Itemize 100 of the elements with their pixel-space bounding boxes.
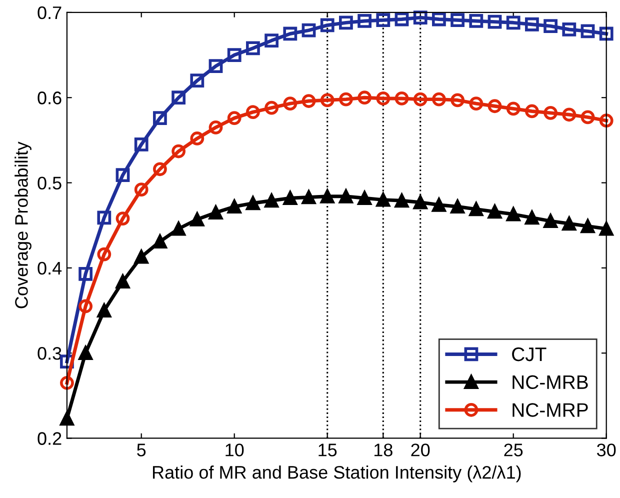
y-tick-label: 0.7 [38,6,62,20]
y-tick-label: 0.4 [38,262,62,275]
point [394,12,409,26]
point [525,104,539,118]
x-tick-label: 25 [504,444,523,456]
x-axis-title: Ratio of MR and Base Station Intensity (λ2/λ1) [152,465,521,482]
point [506,16,520,30]
point [506,102,520,116]
point [227,200,242,214]
point [134,250,148,264]
point [97,210,112,225]
point [525,210,539,225]
point [469,14,484,28]
point [60,376,74,390]
point [227,48,242,62]
point [264,194,279,208]
point [358,14,372,28]
point [599,222,614,236]
point [488,14,502,29]
legend-label: NC-MRB [512,375,588,390]
point [134,138,148,152]
point [376,192,390,207]
point [208,206,223,220]
point [227,111,242,125]
y-tick-label: 0.3 [38,347,62,360]
point [283,96,298,111]
y-axis-title: Coverage Probability [14,142,32,308]
y-tick-label: 0.2 [38,432,62,445]
point [544,214,558,228]
point [172,144,186,158]
point [432,92,446,106]
point [153,111,167,125]
point [208,59,223,74]
point [116,274,130,288]
point [302,94,316,108]
point [376,13,390,28]
point [488,204,502,219]
point [246,105,260,120]
point [413,10,428,25]
point [599,26,614,41]
point [432,198,446,212]
legend-label: NC-MRP [512,403,588,417]
point [339,16,353,30]
point [172,90,186,105]
point [190,212,204,226]
x-tick-label: 5 [137,444,146,456]
point [562,22,576,36]
point [339,92,353,106]
point [246,41,260,56]
point [78,266,93,281]
point [432,12,446,26]
point [376,92,390,106]
point [358,90,372,105]
x-tick-label: 18 [374,444,392,456]
point [172,222,186,236]
y-tick-label: 0.6 [38,92,62,104]
point [580,24,595,38]
point [413,195,428,210]
point [488,99,502,114]
point [580,110,595,124]
point [320,93,334,108]
point [264,100,279,115]
point [450,200,465,214]
x-tick-label: 20 [411,444,430,456]
point [562,108,576,122]
point [302,23,316,38]
point [190,74,204,88]
point [190,132,204,146]
point [97,304,112,318]
point [450,93,465,108]
point [544,19,558,34]
point [134,182,148,197]
point [450,13,465,28]
point [78,346,93,360]
point [116,212,130,226]
point [562,216,576,231]
point [283,191,298,206]
x-tick-label: 15 [318,444,337,456]
point [599,114,614,128]
x-tick-label: 10 [226,444,244,456]
point [358,191,372,206]
point [302,190,316,204]
point [320,189,334,204]
point [246,196,260,210]
point [339,189,353,204]
point [525,17,539,32]
point [97,247,112,262]
point [78,299,93,314]
y-tick-label: 0.5 [38,176,62,190]
point [283,26,298,41]
point [60,412,74,426]
point [394,194,409,208]
point [153,162,167,176]
point [413,92,428,106]
x-tick-label: 30 [597,444,616,456]
point [544,106,558,120]
point [580,219,595,234]
point [116,168,130,182]
point [506,207,520,222]
point [208,120,223,134]
